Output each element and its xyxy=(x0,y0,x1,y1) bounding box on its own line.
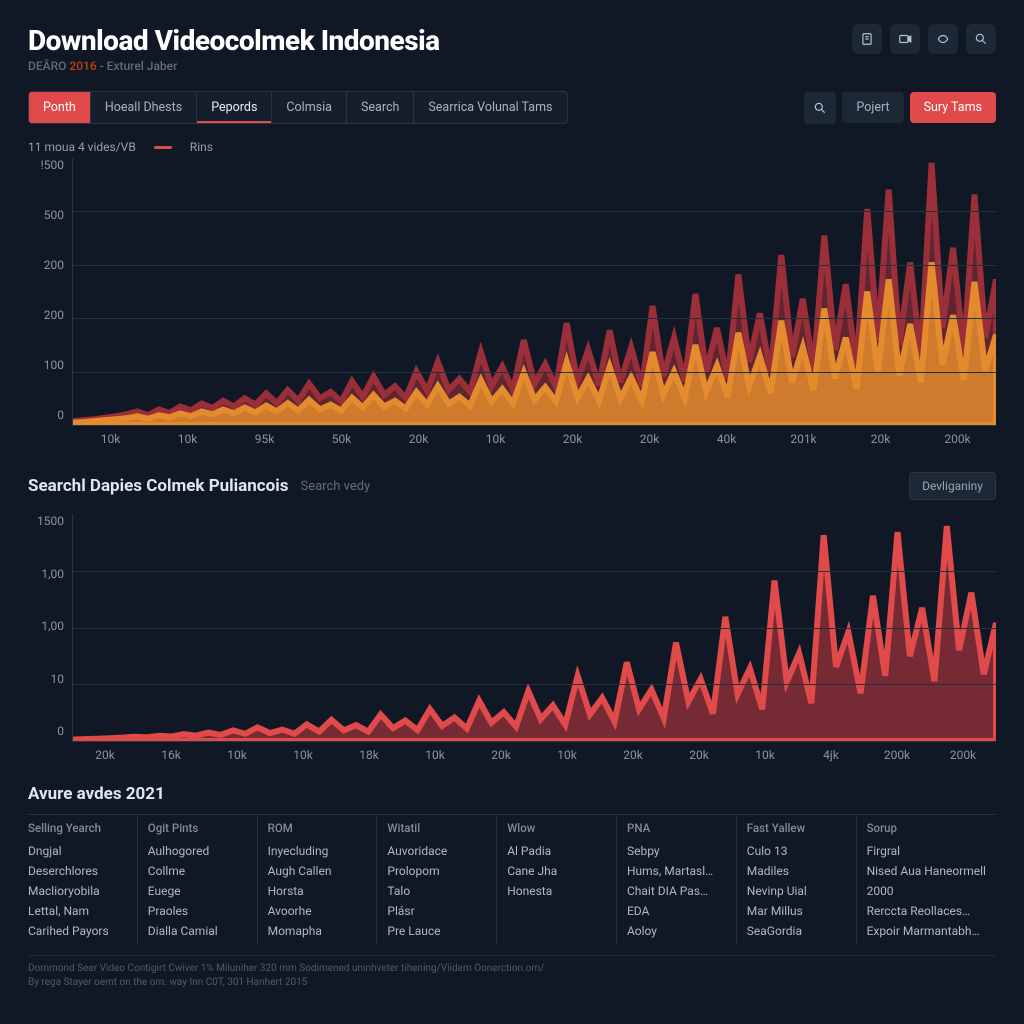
page-icon[interactable] xyxy=(852,24,882,54)
table-header[interactable]: Selling Yearch xyxy=(28,821,127,835)
table-header[interactable]: Wlow xyxy=(507,821,606,835)
table-cell[interactable]: Madiles xyxy=(747,861,846,881)
footer: Dommond Seer Video Contigirt Cwiver 1% M… xyxy=(28,955,996,990)
section2-hint: Search vedy xyxy=(300,479,370,494)
chart-2: 15001,001,00100 20k16k10k10k18k10k20k10k… xyxy=(28,514,996,762)
section2-title: Searchl Dapies Colmek Puliancois xyxy=(28,476,288,496)
table-col: Fast Yallew Culo 13MadilesNevinp UialMar … xyxy=(736,815,856,945)
table-header[interactable]: Witatil xyxy=(387,821,486,835)
table-cell[interactable]: Expoir Marmantabh… xyxy=(867,921,986,941)
table-cell[interactable]: Augh Callen xyxy=(268,861,367,881)
table-cell[interactable]: Euege xyxy=(148,881,247,901)
main-tabs: PonthHoeall DhestsPepordsColmsiaSearchSe… xyxy=(28,91,568,124)
table-cell[interactable]: Momapha xyxy=(268,921,367,941)
share-icon[interactable] xyxy=(928,24,958,54)
tab-colmsia[interactable]: Colmsia xyxy=(272,92,347,123)
table-cell xyxy=(507,901,606,921)
table-cell[interactable]: Avoorhe xyxy=(268,901,367,921)
table-cell[interactable]: Al Padia xyxy=(507,841,606,861)
table-cell[interactable]: Dngjal xyxy=(28,841,127,861)
table-col: PNA SebpyHums, Martasl…Chait DIA Pas…EDAA… xyxy=(616,815,736,945)
table-cell[interactable]: Auvoridace xyxy=(387,841,486,861)
header-icons xyxy=(852,24,996,54)
table-cell[interactable]: Aulhogored xyxy=(148,841,247,861)
chart1-xaxis: 10k10k95k50k20k10k20k20k40k201k20k200k xyxy=(72,432,996,446)
table-header[interactable]: ROM xyxy=(268,821,367,835)
table-cell[interactable]: Dialla Camial xyxy=(148,921,247,941)
page-title: Download Videocolmek Indonesia xyxy=(28,24,440,57)
chart-1: 11 moua 4 vides/VB Rins !500500200200100… xyxy=(28,138,996,446)
table-cell[interactable]: Inyecluding xyxy=(268,841,367,861)
table-col: Wlow Al PadiaCane JhaHonesta xyxy=(496,815,616,945)
table-cell[interactable]: Pre Lauce xyxy=(387,921,486,941)
table-cell[interactable]: Maclioryobila xyxy=(28,881,127,901)
table-cell[interactable]: Lettal, Nam xyxy=(28,901,127,921)
toolbar-search-icon[interactable] xyxy=(804,92,836,124)
table-cell[interactable]: Carihed Payors xyxy=(28,921,127,941)
table-col: Sorup FirgralNised Aua Haneormell2000Rerc… xyxy=(856,815,996,945)
table-cell[interactable]: Mar Millus xyxy=(747,901,846,921)
legend-item-1: 11 moua 4 vides/VB xyxy=(28,140,136,154)
video-icon[interactable] xyxy=(890,24,920,54)
table-cell[interactable]: Collme xyxy=(148,861,247,881)
export-button[interactable]: Pojert xyxy=(842,92,903,123)
table-cell[interactable]: Praoles xyxy=(148,901,247,921)
table-cell[interactable]: Aoloy xyxy=(627,921,726,941)
table-cell[interactable]: Nised Aua Haneormell xyxy=(867,861,986,881)
table-cell[interactable]: 2000 xyxy=(867,881,986,901)
chart1-plot xyxy=(72,158,996,426)
section2-chip[interactable]: Devliganiny xyxy=(909,472,996,500)
table-cell xyxy=(507,921,606,941)
table-col: ROM InyecludingAugh CallenHorstaAvoorheMo… xyxy=(257,815,377,945)
primary-action-button[interactable]: Sury Tams xyxy=(910,92,996,123)
table-cell[interactable]: EDA xyxy=(627,901,726,921)
search-icon[interactable] xyxy=(966,24,996,54)
table-cell[interactable]: Sebpy xyxy=(627,841,726,861)
table-col: Ogit Pints AulhogoredCollmeEuegePraolesDi… xyxy=(137,815,257,945)
table-section: Avure avdes 2021 Selling Yearch DngjalDes… xyxy=(28,784,996,945)
table-cell[interactable]: Deserchlores xyxy=(28,861,127,881)
table-col: Witatil AuvoridaceProlopomTaloPlásrPre La… xyxy=(376,815,496,945)
chart2-plot xyxy=(72,514,996,742)
tab-ponth[interactable]: Ponth xyxy=(29,92,91,123)
table-cell[interactable]: Firgral xyxy=(867,841,986,861)
table-cell[interactable]: Chait DIA Pas… xyxy=(627,881,726,901)
table-cell[interactable]: Talo xyxy=(387,881,486,901)
table-title: Avure avdes 2021 xyxy=(28,784,996,804)
table-cell[interactable]: Nevinp Uial xyxy=(747,881,846,901)
tab-hoeall-dhests[interactable]: Hoeall Dhests xyxy=(91,92,197,123)
chart2-yaxis: 15001,001,00100 xyxy=(28,514,72,742)
tab-searrica-volunal-tams[interactable]: Searrica Volunal Tams xyxy=(414,92,566,123)
chart2-xaxis: 20k16k10k10k18k10k20k10k20k20k10k4jk200k… xyxy=(72,748,996,762)
table-header[interactable]: Sorup xyxy=(867,821,986,835)
table-cell[interactable]: Plásr xyxy=(387,901,486,921)
table-header[interactable]: PNA xyxy=(627,821,726,835)
table-cell[interactable]: Horsta xyxy=(268,881,367,901)
table-cell[interactable]: Prolopom xyxy=(387,861,486,881)
table-cell[interactable]: Rerccta Reollaces… xyxy=(867,901,986,921)
table-col: Selling Yearch DngjalDeserchloresMacliory… xyxy=(28,815,137,945)
table-cell[interactable]: Culo 13 xyxy=(747,841,846,861)
table-cell[interactable]: SeaGordia xyxy=(747,921,846,941)
page-subtitle: DEĀRO 2016 - Exturel Jaber xyxy=(28,59,440,73)
tab-search[interactable]: Search xyxy=(347,92,414,123)
legend-swatch xyxy=(154,146,172,149)
legend-item-2: Rins xyxy=(190,140,213,154)
table-cell[interactable]: Honesta xyxy=(507,881,606,901)
table-header[interactable]: Fast Yallew xyxy=(747,821,846,835)
table-cell[interactable]: Cane Jha xyxy=(507,861,606,881)
table-cell[interactable]: Hums, Martasl… xyxy=(627,861,726,881)
tab-pepords[interactable]: Pepords xyxy=(197,92,272,123)
table-header[interactable]: Ogit Pints xyxy=(148,821,247,835)
chart1-yaxis: !5005002002001000 xyxy=(28,158,72,426)
